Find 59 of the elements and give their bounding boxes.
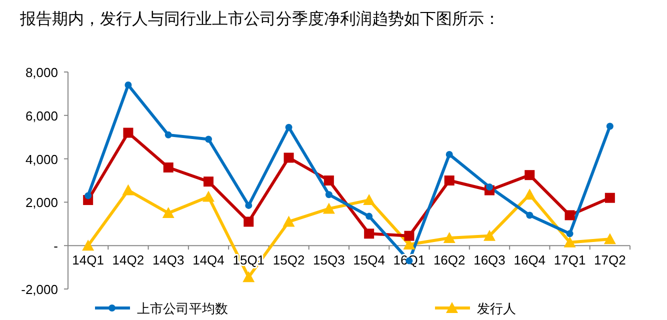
x-tick-label: 15Q2: [272, 252, 305, 268]
point: [123, 128, 134, 138]
point: [446, 150, 453, 158]
point: [524, 188, 536, 200]
point: [84, 192, 92, 200]
chart-title: 报告期内，发行人与同行业上市公司分季度净利润趋势如下图所示：: [19, 10, 500, 28]
point: [285, 124, 292, 131]
y-tick-label: 4,000: [25, 152, 58, 167]
point: [164, 131, 172, 138]
point: [322, 202, 335, 214]
point: [564, 236, 576, 248]
y-tick-label: -: [54, 238, 58, 254]
point: [604, 192, 615, 203]
y-tick-label: -2,000: [21, 282, 58, 297]
x-tick-label: 16Q4: [514, 252, 546, 268]
point: [122, 184, 134, 196]
x-tick-label: 17Q1: [554, 252, 586, 268]
point: [82, 240, 94, 251]
point: [245, 202, 252, 209]
x-tick-label: 15Q3: [313, 252, 345, 268]
point: [443, 232, 456, 244]
point: [564, 210, 575, 220]
point: [604, 233, 616, 244]
point: [162, 207, 174, 218]
x-tick-label: 15Q4: [353, 252, 385, 268]
point: [606, 122, 614, 130]
point: [363, 194, 376, 206]
point: [163, 162, 174, 172]
point: [282, 216, 295, 227]
point: [364, 228, 374, 239]
point: [325, 191, 332, 198]
y-tick-label: 8,000: [25, 65, 58, 80]
point: [526, 212, 534, 219]
point: [244, 216, 254, 227]
point: [484, 230, 496, 241]
x-tick-label: 16Q2: [433, 252, 466, 268]
x-tick-label: 17Q2: [594, 252, 626, 268]
point: [404, 230, 414, 241]
point: [324, 176, 334, 186]
point: [486, 184, 493, 191]
y-tick-label: 6,000: [25, 108, 58, 124]
point: [566, 230, 574, 238]
point: [524, 170, 535, 180]
point: [204, 176, 214, 187]
point: [124, 82, 132, 89]
point: [242, 271, 255, 282]
point: [366, 212, 373, 220]
legend-label: 上市公司平均数: [137, 301, 228, 316]
point: [284, 152, 294, 163]
legend-label: 发行人: [477, 301, 516, 316]
y-tick-label: 2,000: [25, 195, 58, 210]
x-tick-label: 14Q3: [152, 252, 184, 268]
x-tick-label: 14Q4: [192, 252, 224, 268]
point: [202, 190, 214, 202]
point: [444, 176, 454, 186]
x-tick-label: 16Q3: [474, 252, 506, 268]
x-tick-label: 14Q2: [112, 252, 144, 268]
point: [205, 136, 212, 143]
x-tick-label: 14Q1: [72, 252, 104, 268]
